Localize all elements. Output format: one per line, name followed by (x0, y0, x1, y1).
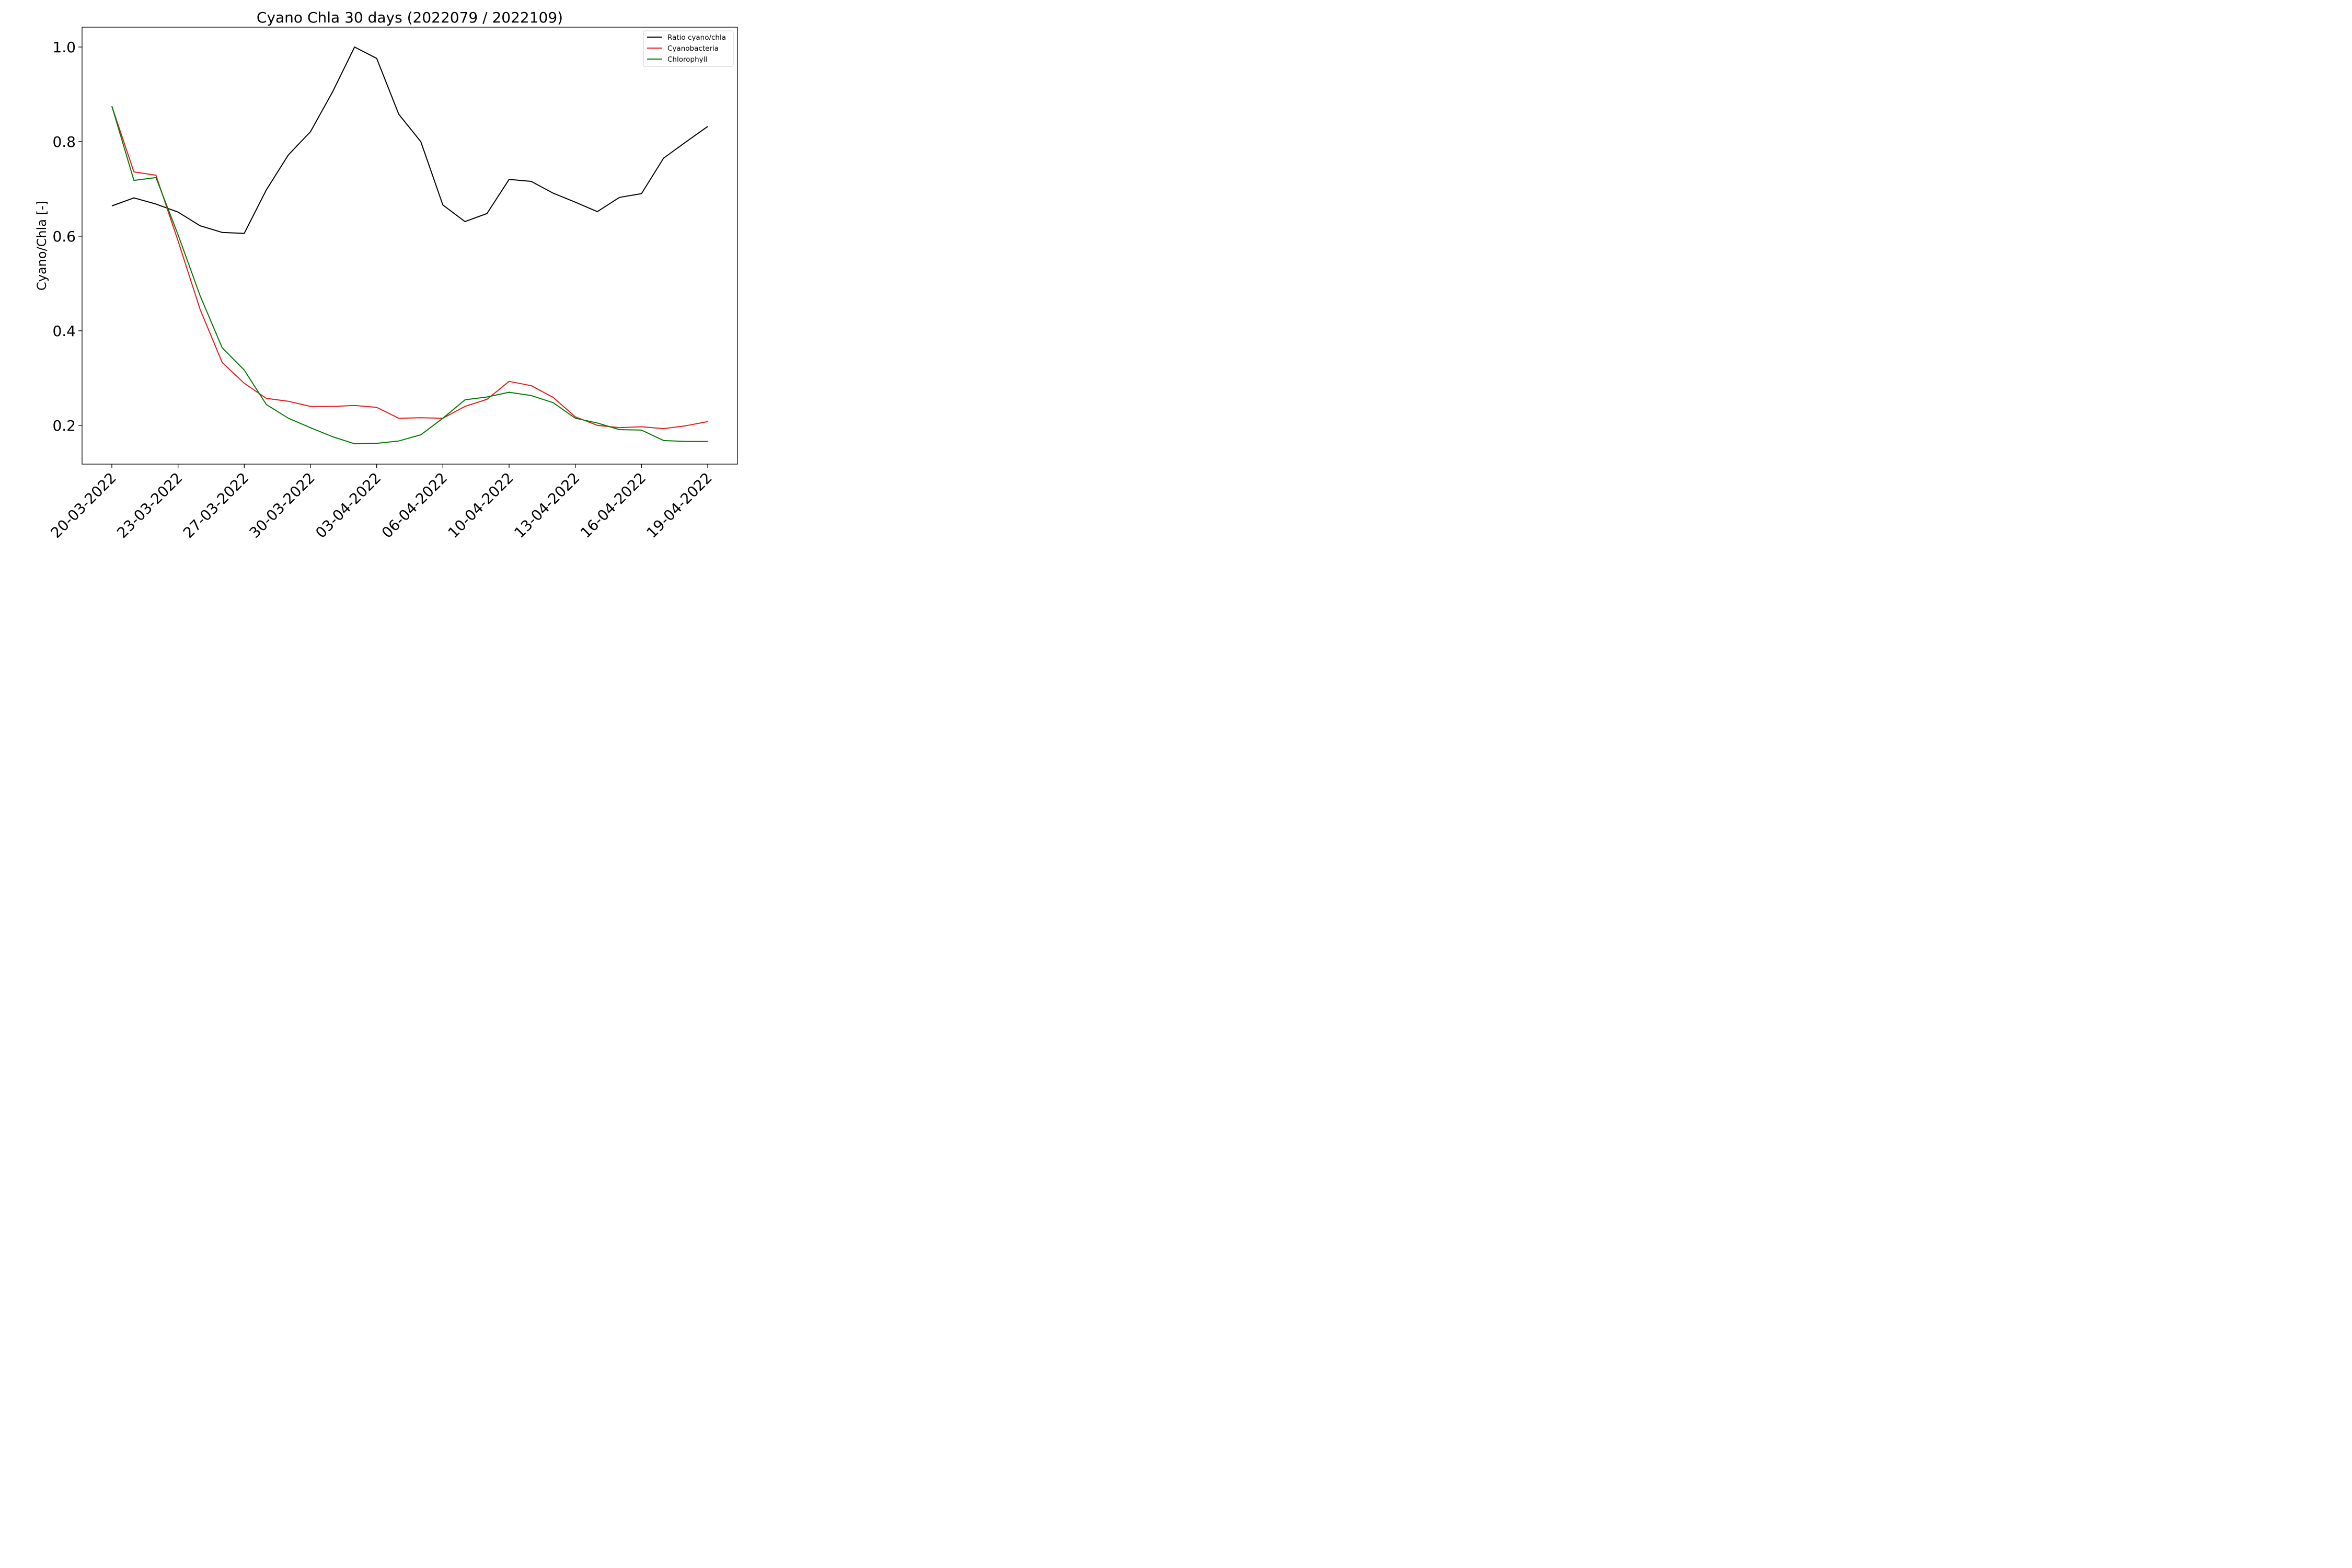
legend-entry: Chlorophyll (667, 55, 707, 64)
x-tick-label: 23-03-2022 (113, 469, 186, 541)
chart-root: Cyano Chla 30 days (2022079 / 2022109) 0… (0, 0, 809, 546)
plot-frame (82, 27, 738, 465)
y-tick-label: 0.2 (52, 417, 76, 434)
legend-entry: Cyanobacteria (667, 44, 719, 53)
legend-box (643, 30, 734, 67)
x-tick-label: 03-04-2022 (312, 469, 384, 541)
legend: Ratio cyano/chla Cyanobacteria Chlorophyll (643, 30, 734, 67)
x-tick-label: 30-03-2022 (246, 469, 318, 541)
y-tick-label: 0.6 (52, 228, 76, 245)
legend-entry: Ratio cyano/chla (667, 33, 726, 42)
series-line (111, 47, 708, 234)
y-tick-label: 0.8 (52, 133, 76, 151)
series-line (111, 106, 708, 430)
x-tick-label: 19-04-2022 (643, 469, 716, 541)
x-tick-label: 06-04-2022 (378, 469, 451, 541)
series-line (111, 106, 708, 445)
x-tick-label: 10-04-2022 (445, 469, 517, 541)
y-tick-label: 0.4 (52, 322, 76, 340)
y-tick-label: 1.0 (52, 39, 76, 56)
line-chart: Cyano Chla 30 days (2022079 / 2022109) 0… (34, 9, 738, 541)
x-tick-label: 13-04-2022 (511, 469, 583, 541)
x-tick-label: 20-03-2022 (48, 469, 120, 541)
chart-title: Cyano Chla 30 days (2022079 / 2022109) (257, 9, 563, 26)
x-tick-label: 27-03-2022 (180, 469, 252, 541)
y-axis-label: Cyano/Chla [-] (34, 201, 49, 291)
x-tick-label: 16-04-2022 (577, 469, 649, 541)
plot-area: 0.2 0.4 0.6 0.8 1.0 20-03-202223-03-202227-03… (48, 27, 738, 541)
